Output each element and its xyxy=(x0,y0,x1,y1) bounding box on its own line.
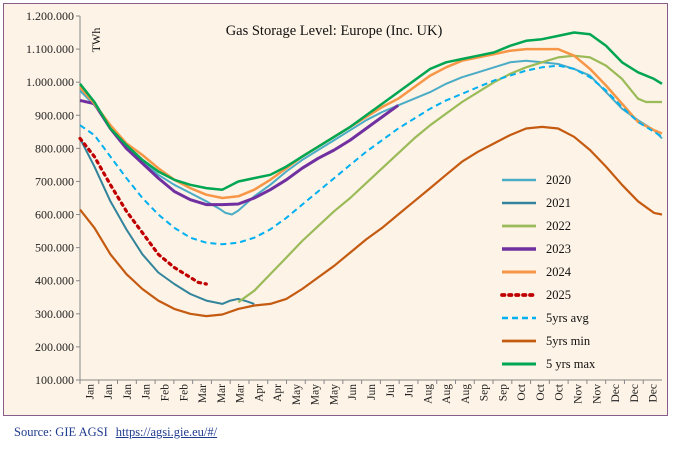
x-tick-label: May xyxy=(328,384,340,405)
x-tick-label: Mar xyxy=(216,384,228,403)
legend-label: 2025 xyxy=(546,288,571,302)
x-tick-label: May xyxy=(291,384,303,405)
legend-label: 5yrs avg xyxy=(546,311,589,325)
y-tick-label: 300.000 xyxy=(35,307,74,321)
x-tick-label: Feb xyxy=(178,384,190,402)
series-line-2025 xyxy=(78,136,208,286)
x-tick-label: Sep xyxy=(497,384,509,402)
chart-frame: 100.000 200.000 300.000 400.000 500.000 600.0… xyxy=(3,3,668,416)
series-line-5yrs-avg xyxy=(79,64,663,246)
x-tick-label: Jan xyxy=(122,384,134,400)
legend-label: 2023 xyxy=(546,242,571,256)
legend-label: 2021 xyxy=(546,196,571,210)
y-tick-label: 600.000 xyxy=(35,208,74,222)
x-tick-label: Jul xyxy=(385,384,397,397)
series-line-5-yrs-max xyxy=(79,31,663,191)
x-tick-label: Dec xyxy=(629,384,641,403)
y-tick-label: 1.100.000 xyxy=(26,42,74,56)
x-tick-label: Feb xyxy=(159,384,171,402)
x-tick-label: Jul xyxy=(404,384,416,397)
y-tick-label: 400.000 xyxy=(35,274,74,288)
x-axis: Jan Jan Jan Jan Feb Feb Mar Mar Mar Apr Apr May May M… xyxy=(79,379,662,405)
y-tick-label: 900.000 xyxy=(35,108,74,122)
chart-title: Gas Storage Level: Europe (Inc. UK) xyxy=(226,23,443,39)
x-tick-label: Jan xyxy=(103,384,115,400)
x-tick-label: Aug xyxy=(460,384,472,404)
source-link[interactable]: https://agsi.gie.eu/#/ xyxy=(115,425,218,439)
legend-label: 2024 xyxy=(546,265,572,279)
x-tick-label: Nov xyxy=(591,384,603,404)
x-tick-label: Apr xyxy=(253,384,265,402)
x-tick-label: Jan xyxy=(84,384,96,400)
y-tick-label: 1.000.000 xyxy=(26,75,74,89)
y-tick-label: 800.000 xyxy=(35,141,74,155)
y-axis: 100.000 200.000 300.000 400.000 500.000 600.0… xyxy=(26,9,81,387)
y-tick-label: 100.000 xyxy=(35,373,74,387)
x-tick-label: Jun xyxy=(366,384,378,400)
line-chart: 100.000 200.000 300.000 400.000 500.000 600.0… xyxy=(26,9,663,405)
source-text: Source: GIE AGSI xyxy=(14,425,108,439)
legend-label: 2022 xyxy=(546,219,571,233)
x-tick-label: Oct xyxy=(554,383,566,400)
y-tick-label: 200.000 xyxy=(35,340,74,354)
series-line-2021 xyxy=(79,137,255,305)
series-lines xyxy=(78,31,663,318)
x-tick-label: Dec xyxy=(648,384,660,403)
x-tick-label: Apr xyxy=(272,384,284,402)
x-tick-label: Nov xyxy=(573,384,585,404)
series-line-2020 xyxy=(79,59,663,216)
y-tick-label: 500.000 xyxy=(35,241,74,255)
x-tick-label: Jun xyxy=(347,384,359,400)
source-note: Source: GIE AGSI https://agsi.gie.eu/#/ xyxy=(14,425,217,440)
series-line-5yrs-min xyxy=(79,125,663,318)
x-tick-label: Aug xyxy=(441,384,453,404)
series-line-2023 xyxy=(79,98,400,207)
legend-label: 5yrs min xyxy=(546,334,591,348)
y-tick-label: 1.200.000 xyxy=(26,9,74,23)
x-tick-label: Mar xyxy=(235,384,247,403)
y-axis-label: TWh xyxy=(89,28,103,53)
x-tick-label: Jan xyxy=(141,384,153,400)
x-tick-label: Oct xyxy=(516,383,528,400)
x-tick-label: Mar xyxy=(197,384,209,403)
x-tick-label: Aug xyxy=(422,384,434,404)
x-tick-label: Dec xyxy=(610,384,622,403)
x-tick-label: Sep xyxy=(479,384,491,402)
x-tick-label: Oct xyxy=(535,383,547,400)
x-tick-label: May xyxy=(310,384,322,405)
legend-label: 5 yrs max xyxy=(546,357,596,371)
y-tick-label: 700.000 xyxy=(35,174,74,188)
series-line-2022 xyxy=(237,54,662,304)
legend-label: 2020 xyxy=(546,173,571,187)
legend: 2020 2021 2022 2023 2024 2025 5yrs avg 5yrs min… xyxy=(500,173,596,371)
